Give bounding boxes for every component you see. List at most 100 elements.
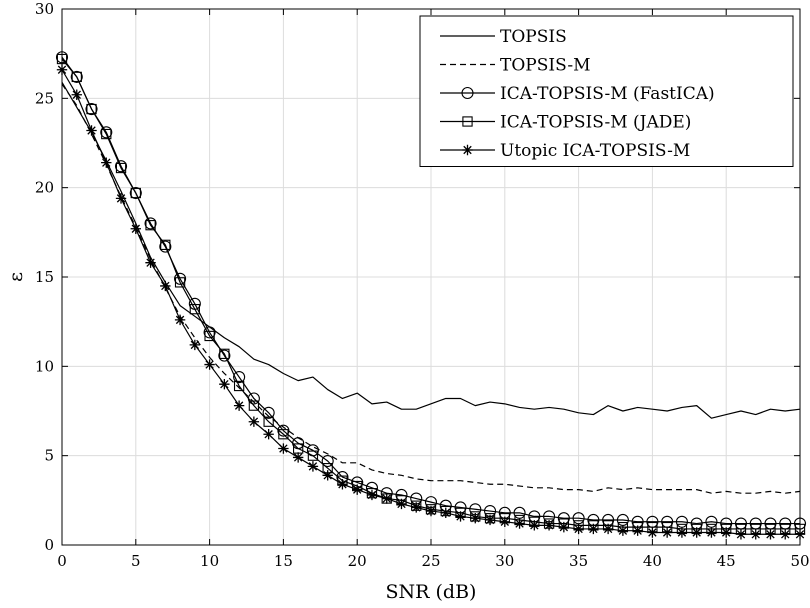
legend-label-3: ICA-TOPSIS-M (JADE) (500, 113, 691, 133)
data-point-4 (115, 193, 127, 204)
x-tick-label: 35 (569, 552, 588, 570)
data-point-2 (129, 186, 142, 200)
series-layer (55, 51, 807, 540)
data-point-4 (750, 529, 761, 540)
legend-label-2: ICA-TOPSIS-M (FastICA) (500, 84, 715, 104)
data-point-4 (455, 511, 466, 522)
data-point-4 (780, 529, 791, 540)
data-point-3 (130, 187, 141, 199)
data-point-4 (396, 498, 407, 510)
x-tick-label: 0 (57, 552, 67, 570)
data-point-4 (174, 314, 186, 326)
data-point-3 (204, 330, 215, 342)
data-point-2 (233, 371, 246, 384)
data-point-3 (307, 450, 319, 461)
x-tick-label: 30 (495, 552, 514, 570)
data-point-4 (440, 507, 451, 519)
data-point-4 (381, 493, 392, 504)
data-point-4 (219, 379, 230, 390)
data-point-4 (130, 223, 141, 234)
data-point-4 (425, 505, 437, 517)
y-tick-label: 25 (35, 89, 54, 107)
data-point-4 (470, 513, 481, 524)
data-point-2 (203, 326, 216, 339)
data-point-4 (573, 523, 584, 535)
data-point-4 (278, 443, 289, 454)
y-tick-label: 20 (35, 179, 54, 197)
y-tick-label: 15 (35, 268, 54, 286)
data-point-2 (70, 70, 83, 83)
data-point-3 (115, 162, 127, 174)
data-point-4 (588, 523, 599, 535)
data-point-4 (602, 523, 614, 535)
series-line-1 (61, 83, 801, 494)
data-point-4 (411, 502, 422, 513)
data-point-4 (160, 280, 171, 292)
y-axis-label: ε (5, 272, 27, 282)
x-tick-label: 45 (717, 552, 736, 570)
axis-ticks: 0 5 10 15 20 25 30 35 40 45 50 0 5 10 15 20 25 30 (35, 0, 810, 570)
data-point-4 (307, 461, 319, 472)
legend-label-0: TOPSIS (500, 27, 567, 47)
data-point-4 (765, 529, 776, 540)
data-point-3 (248, 400, 260, 411)
data-point-2 (144, 217, 157, 230)
data-point-4 (558, 521, 570, 533)
data-point-2 (262, 406, 275, 419)
data-point-4 (514, 518, 525, 529)
data-point-2 (85, 103, 98, 116)
data-point-2 (513, 506, 526, 519)
legend-marker-2 (461, 86, 474, 100)
data-point-4 (71, 89, 82, 100)
data-point-2 (321, 454, 334, 468)
data-point-4 (322, 470, 333, 481)
x-tick-label: 40 (643, 552, 662, 570)
data-point-3 (160, 239, 171, 250)
data-point-3 (278, 429, 289, 440)
data-point-4 (735, 529, 747, 540)
data-point-3 (71, 71, 82, 83)
data-point-4 (248, 416, 260, 427)
x-tick-label: 15 (274, 552, 293, 570)
series-4 (56, 64, 806, 540)
data-point-4 (292, 452, 304, 463)
data-point-2 (277, 424, 290, 437)
data-point-2 (159, 240, 172, 253)
data-point-3 (189, 304, 200, 315)
legend-box (419, 15, 794, 167)
data-point-3 (263, 416, 274, 427)
data-point-4 (101, 157, 112, 168)
data-point-4 (617, 525, 629, 536)
y-tick-label: 5 (44, 447, 54, 465)
data-point-4 (337, 479, 348, 490)
x-tick-label: 25 (421, 552, 440, 570)
data-point-3 (233, 380, 245, 392)
legend: TOPSIS TOPSIS-M ICA-TOPSIS-M (FastICA) ICA-… (419, 15, 794, 167)
data-point-4 (632, 525, 643, 536)
data-point-4 (543, 520, 555, 531)
x-tick-label: 50 (790, 552, 809, 570)
data-point-4 (676, 527, 688, 538)
series-0 (61, 81, 801, 419)
data-point-4 (86, 125, 97, 136)
data-point-3 (101, 128, 112, 140)
x-tick-label: 20 (348, 552, 367, 570)
data-point-4 (691, 527, 702, 538)
data-point-2 (100, 126, 113, 139)
data-point-4 (499, 516, 510, 527)
data-point-4 (721, 527, 732, 538)
legend-marker-3 (462, 116, 473, 127)
legend-label-1: TOPSIS-M (500, 56, 591, 76)
data-point-2 (705, 515, 718, 528)
data-point-4 (484, 514, 496, 526)
data-point-3 (174, 277, 186, 288)
data-point-4 (145, 257, 156, 268)
data-point-4 (661, 527, 673, 538)
data-point-4 (647, 527, 658, 538)
data-point-4 (352, 484, 363, 495)
data-point-3 (86, 103, 97, 115)
data-point-2 (218, 349, 231, 362)
data-point-4 (233, 400, 245, 411)
data-point-4 (189, 339, 201, 351)
